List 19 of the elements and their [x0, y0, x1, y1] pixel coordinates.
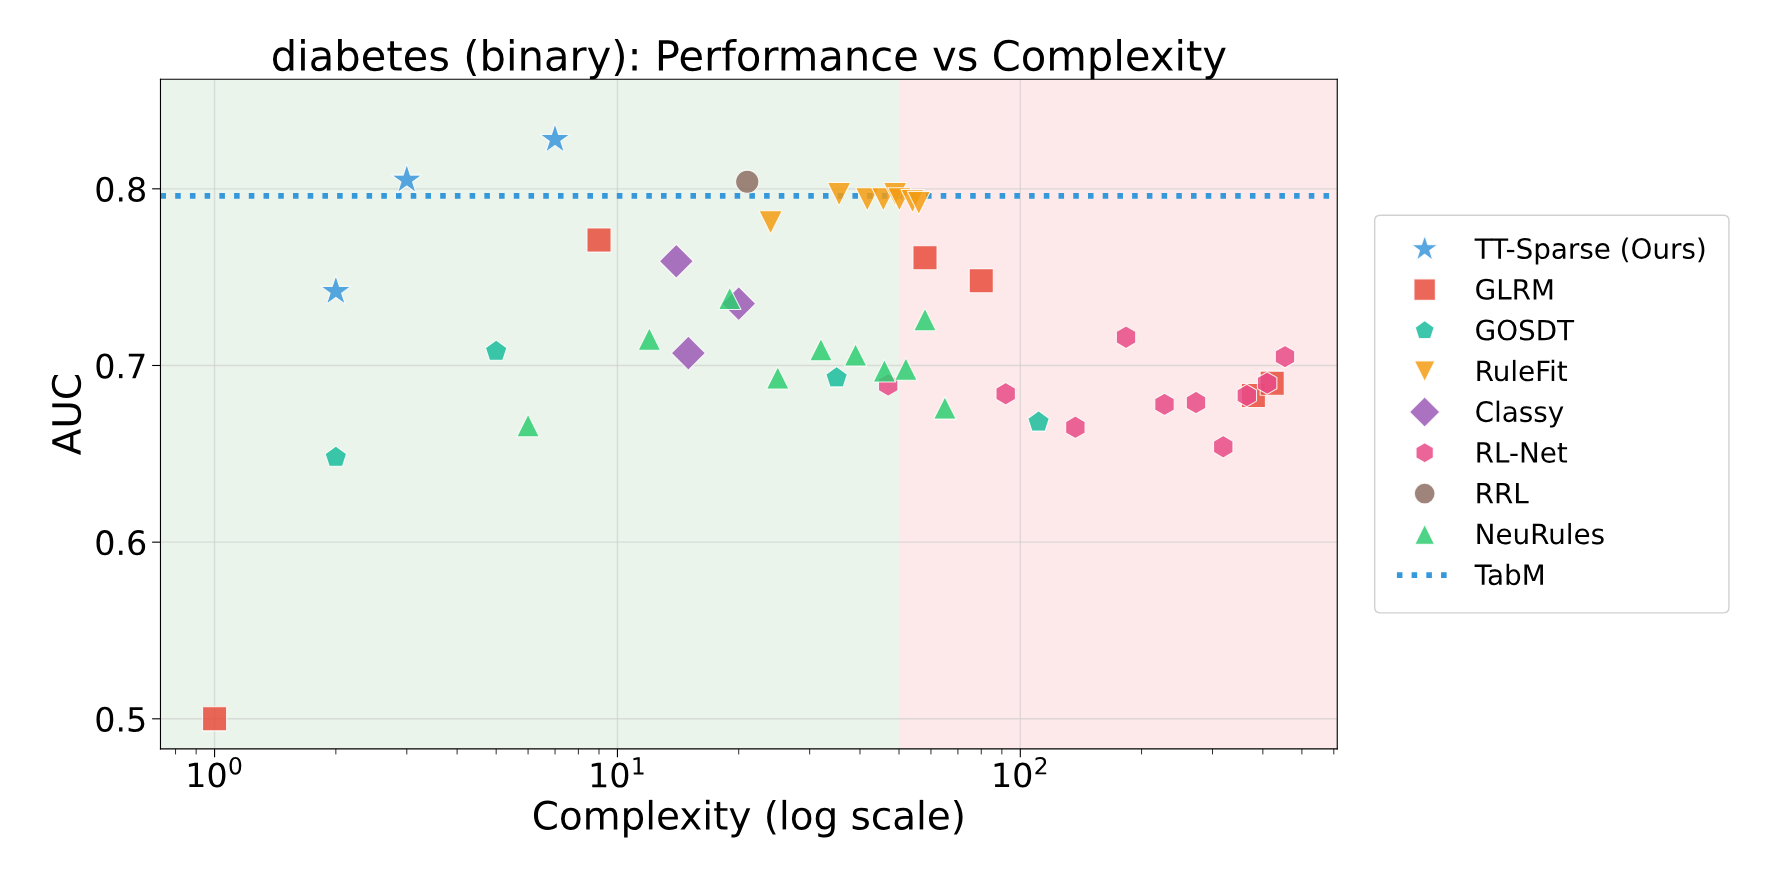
legend-label: TabM: [1474, 563, 1543, 586]
legend-label: Classy: [1476, 400, 1564, 428]
x-axis-title: Complexity (log scale): [533, 799, 963, 838]
y-tick-label: 0.5: [96, 706, 145, 732]
x-tick-label: 10$^{2}$: [994, 757, 1047, 788]
chart-title: diabetes (binary): Performance vs Complexity: [272, 38, 1226, 80]
y-tick-label: 0.7: [96, 353, 145, 379]
y-axis-title: AUC: [51, 375, 82, 455]
legend-label: GOSDT: [1476, 319, 1575, 341]
legend-label: RRL: [1477, 483, 1529, 504]
legend-label: GLRM: [1476, 278, 1553, 300]
y-tick-label: 0.6: [96, 530, 146, 556]
legend-label: NeuRules: [1477, 522, 1604, 545]
legend-label: RuleFit: [1477, 359, 1568, 382]
legend-label: RL-Net: [1477, 442, 1568, 463]
legend-label: TT-Sparse (Ours): [1474, 237, 1705, 265]
x-tick-label: 10$^{1}$: [591, 757, 644, 788]
x-tick-label: 10$^{0}$: [188, 757, 242, 788]
y-tick-label: 0.8: [96, 176, 145, 202]
